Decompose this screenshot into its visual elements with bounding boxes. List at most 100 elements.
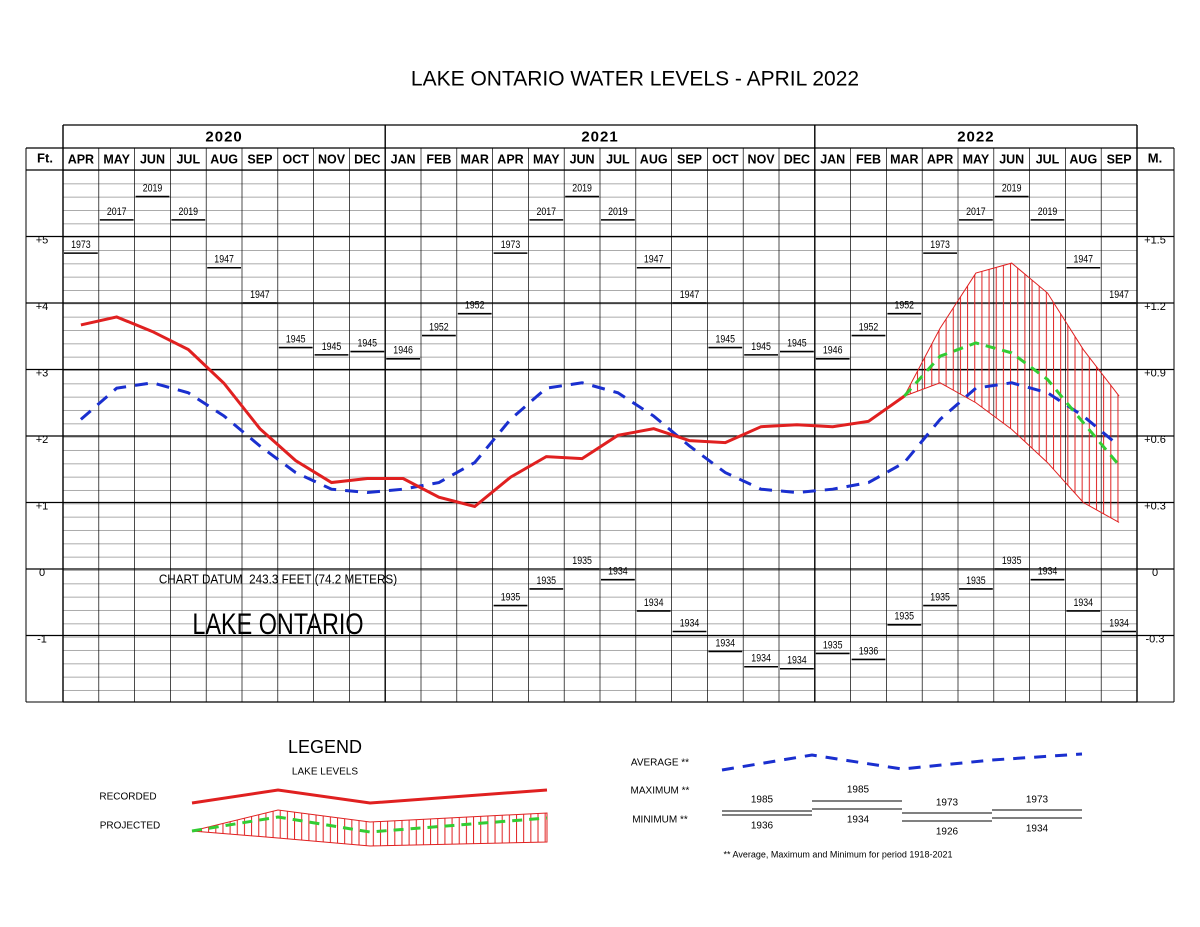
record-year: 2019: [1038, 206, 1058, 218]
record-year: 1947: [214, 254, 234, 266]
y-axis-label: Ft.: [37, 150, 53, 165]
year-label: 2021: [581, 128, 618, 145]
legend-label: AVERAGE **: [631, 758, 689, 769]
y-tick-label: +5: [36, 234, 49, 246]
y-tick-label: +3: [36, 367, 49, 379]
x-tick-label: JAN: [820, 152, 845, 166]
record-year: 1935: [823, 640, 843, 652]
x-tick-label: FEB: [856, 152, 881, 166]
record-year: 2019: [572, 183, 592, 195]
legend-label: MAXIMUM **: [631, 786, 690, 797]
x-tick-label: JUN: [140, 152, 165, 166]
year-label: 2020: [205, 128, 242, 145]
record-year: 1947: [1074, 254, 1094, 266]
y-tick-label: -1: [37, 633, 47, 645]
x-tick-label: APR: [927, 152, 953, 166]
x-tick-label: AUG: [640, 152, 668, 166]
projected-line: [903, 341, 1121, 467]
record-year: 1947: [680, 289, 700, 301]
record-year: 1935: [930, 592, 950, 604]
record-year: 1934: [1074, 597, 1094, 609]
record-year: 2017: [107, 206, 127, 218]
x-tick-label: MAY: [533, 152, 560, 166]
y-tick-label: +1: [36, 500, 49, 512]
record-year: 1934: [680, 618, 700, 630]
record-year: 1935: [1002, 555, 1022, 567]
recorded-line: [80, 315, 906, 509]
x-tick-label: APR: [68, 152, 94, 166]
legend-example: 1985: [847, 785, 870, 796]
record-year: 1952: [895, 300, 915, 312]
y2-tick-label: -0.3: [1146, 633, 1165, 645]
record-year: 1945: [716, 334, 736, 346]
x-tick-label: FEB: [426, 152, 451, 166]
record-year: 1945: [322, 341, 342, 353]
record-year: 2017: [966, 206, 986, 218]
legend-example: 1973: [1026, 795, 1049, 806]
x-tick-label: JUL: [606, 152, 630, 166]
legend-projected: [191, 815, 548, 834]
x-tick-label: NOV: [748, 152, 776, 166]
record-year: 1952: [429, 322, 449, 334]
x-tick-label: AUG: [1069, 152, 1097, 166]
x-tick-label: SEP: [677, 152, 702, 166]
x-tick-label: DEC: [354, 152, 380, 166]
y-tick-label: 0: [39, 567, 45, 579]
projection-band: [904, 263, 1120, 523]
record-year: 2019: [608, 206, 628, 218]
legend-example-lines: [722, 800, 1082, 822]
x-tick-label: JUL: [1036, 152, 1060, 166]
record-year: 2019: [179, 206, 199, 218]
projection-upper: [903, 262, 1120, 397]
record-year: 1946: [393, 345, 413, 357]
legend-example: 1934: [1026, 824, 1049, 835]
record-year: 1945: [286, 334, 306, 346]
record-year: 1945: [787, 338, 807, 350]
record-year: 1934: [608, 566, 628, 578]
y2-tick-label: +0.6: [1144, 434, 1166, 446]
record-year: 1973: [501, 239, 521, 251]
record-year: 1952: [465, 300, 485, 312]
x-tick-label: JUN: [999, 152, 1024, 166]
y2-tick-label: +0.3: [1144, 500, 1166, 512]
record-year: 1973: [930, 239, 950, 251]
y2-tick-label: +0.9: [1144, 367, 1166, 379]
x-tick-label: OCT: [712, 152, 739, 166]
record-year: 1934: [1038, 566, 1058, 578]
x-tick-label: AUG: [210, 152, 238, 166]
y-tick-label: +4: [36, 301, 49, 313]
record-year: 2019: [1002, 183, 1022, 195]
chart-title: LAKE ONTARIO WATER LEVELS - APRIL 2022: [411, 68, 859, 91]
record-year: 1947: [1109, 289, 1129, 301]
record-year: 1934: [751, 653, 771, 665]
legend-example: 1934: [847, 815, 870, 826]
record-year: 1946: [823, 345, 843, 357]
legend-recorded: [191, 788, 548, 805]
legend-example: 1926: [936, 827, 959, 838]
record-year: 1952: [859, 322, 879, 334]
y2-tick-label: +1.2: [1144, 301, 1166, 313]
record-year: 1945: [358, 338, 378, 350]
record-year: 1934: [787, 655, 807, 667]
record-year: 1935: [501, 592, 521, 604]
record-year: 1973: [71, 239, 91, 251]
average-line: [79, 381, 1121, 495]
legend-title: LEGEND: [288, 737, 362, 757]
projection-lower: [904, 382, 1120, 523]
record-year: 1947: [644, 254, 664, 266]
legend-example: 1936: [751, 821, 774, 832]
record-year: 2017: [537, 206, 557, 218]
legend-label: MINIMUM **: [632, 815, 688, 826]
x-tick-label: SEP: [1107, 152, 1132, 166]
x-tick-label: APR: [497, 152, 523, 166]
legend-label: RECORDED: [99, 792, 156, 803]
legend-example: 1973: [936, 798, 959, 809]
x-tick-label: OCT: [283, 152, 310, 166]
record-year: 1935: [537, 575, 557, 587]
record-year: 1935: [966, 575, 986, 587]
x-tick-label: SEP: [247, 152, 272, 166]
x-tick-label: JUN: [570, 152, 595, 166]
year-label: 2022: [957, 128, 994, 145]
